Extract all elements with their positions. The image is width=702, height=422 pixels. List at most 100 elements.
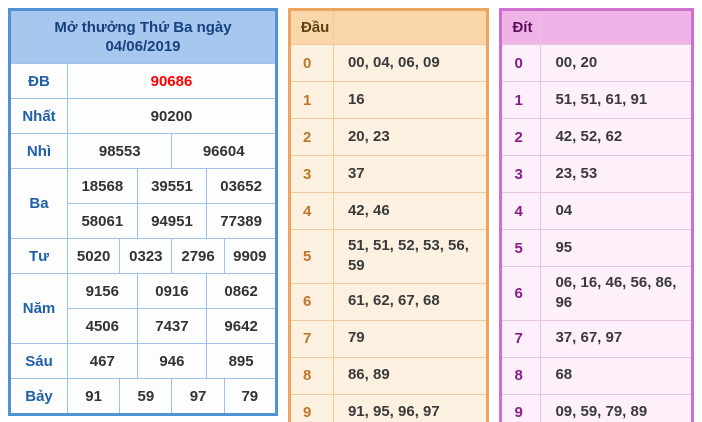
numbers-cell: 00, 04, 06, 09	[332, 44, 489, 82]
digit-cell: 6	[500, 266, 542, 321]
numbers-cell: 91, 95, 96, 97	[332, 393, 489, 422]
dit-table: Đít 0 00, 20 1 51, 51, 61, 91 2 42, 52, …	[499, 8, 694, 422]
dau-row: 1 16	[288, 81, 489, 119]
numbers-cell: 95	[540, 229, 693, 267]
dit-row: 4 04	[500, 192, 693, 230]
digit-cell: 2	[288, 118, 334, 156]
prize-row-label: Sáu	[9, 343, 68, 379]
prize-value: 467	[67, 343, 138, 379]
digit-cell: 8	[288, 356, 334, 395]
numbers-cell: 16	[332, 81, 489, 119]
prize-table-header-row: Mở thưởng Thứ Ba ngày 04/06/2019	[9, 9, 277, 64]
numbers-cell: 37	[332, 155, 489, 193]
digit-cell: 7	[500, 319, 542, 358]
dau-row: 2 20, 23	[288, 118, 489, 156]
dau-header-row: Đầu	[288, 9, 489, 45]
prize-value: 9156	[67, 273, 138, 309]
prize-row-label: Năm	[9, 273, 68, 344]
dau-row: 6 61, 62, 67, 68	[288, 282, 489, 321]
prize-row-tu: Tư 5020 0323 2796 9909	[9, 238, 277, 274]
title-line-2: 04/06/2019	[105, 38, 181, 55]
digit-cell: 3	[288, 155, 334, 193]
numbers-cell: 06, 16, 46, 56, 86, 96	[540, 266, 693, 321]
prize-value: 03652	[206, 168, 277, 204]
prize-value: 9642	[206, 308, 277, 344]
prize-value: 895	[206, 343, 277, 379]
dau-table: Đầu 0 00, 04, 06, 09 1 16 2 20, 23 3 37 …	[287, 8, 490, 422]
dau-row: 9 91, 95, 96, 97	[288, 393, 489, 422]
prize-row-label: Tư	[9, 238, 68, 274]
digit-cell: 9	[500, 393, 542, 422]
prize-value: 0862	[206, 273, 277, 309]
prize-value: 79	[223, 378, 277, 415]
digit-cell: 0	[288, 44, 334, 82]
dit-row: 1 51, 51, 61, 91	[500, 81, 693, 119]
numbers-cell: 04	[540, 192, 693, 230]
prize-row-label: Nhất	[9, 98, 68, 134]
dit-header-spacer	[540, 9, 693, 45]
dau-header-spacer	[332, 9, 489, 45]
prize-row-nam-1: Năm 9156 0916 0862	[9, 273, 277, 344]
dau-row: 3 37	[288, 155, 489, 193]
special-prize-value: 90686	[67, 63, 277, 99]
numbers-cell: 09, 59, 79, 89	[540, 393, 693, 422]
dit-row: 0 00, 20	[500, 44, 693, 82]
digit-cell: 0	[500, 44, 542, 82]
numbers-cell: 61, 62, 67, 68	[332, 282, 489, 321]
prize-value: 98553	[66, 133, 173, 169]
prize-row-nam-2: 4506 7437 9642	[10, 308, 277, 344]
digit-cell: 1	[288, 81, 334, 119]
dit-row: 3 23, 53	[500, 155, 693, 193]
dau-row: 4 42, 46	[288, 192, 489, 230]
numbers-cell: 20, 23	[332, 118, 489, 156]
prize-value: 946	[136, 343, 208, 379]
numbers-cell: 23, 53	[540, 155, 693, 193]
prize-row-label: Ba	[9, 168, 68, 239]
numbers-cell: 37, 67, 97	[540, 319, 693, 358]
numbers-cell: 42, 52, 62	[540, 118, 693, 156]
prize-row-bay: Bảy 91 59 97 79	[9, 378, 277, 415]
prize-value: 2796	[171, 238, 225, 274]
digit-cell: 4	[288, 192, 334, 230]
prize-row-nhi: Nhì 98553 96604	[9, 133, 277, 169]
numbers-cell: 79	[332, 319, 489, 358]
numbers-cell: 42, 46	[332, 192, 489, 230]
dau-header-label: Đầu	[288, 9, 334, 45]
dit-row: 2 42, 52, 62	[500, 118, 693, 156]
digit-cell: 8	[500, 356, 542, 395]
digit-cell: 5	[500, 229, 542, 267]
prize-value: 90200	[67, 98, 277, 134]
prize-value: 18568	[67, 168, 138, 204]
numbers-cell: 51, 51, 52, 53, 56, 59	[332, 229, 489, 284]
prize-value: 7437	[136, 308, 208, 344]
prize-row-ba-1: Ba 18568 39551 03652	[9, 168, 277, 239]
digit-cell: 5	[288, 229, 334, 284]
prize-table: Mở thưởng Thứ Ba ngày 04/06/2019 ĐB 9068…	[8, 8, 278, 416]
prize-value: 4506	[67, 308, 138, 344]
digit-cell: 9	[288, 393, 334, 422]
dit-row: 5 95	[500, 229, 693, 267]
dit-row: 9 09, 59, 79, 89	[500, 393, 693, 422]
dit-header-label: Đít	[500, 9, 542, 45]
prize-value: 94951	[136, 203, 208, 239]
numbers-cell: 00, 20	[540, 44, 693, 82]
prize-value: 58061	[67, 203, 138, 239]
dau-row: 8 86, 89	[288, 356, 489, 395]
digit-cell: 3	[500, 155, 542, 193]
prize-row-label: Nhì	[9, 133, 68, 169]
prize-value: 59	[119, 378, 173, 415]
digit-cell: 1	[500, 81, 542, 119]
digit-cell: 4	[500, 192, 542, 230]
prize-value: 39551	[136, 168, 208, 204]
prize-row-label: ĐB	[9, 63, 68, 99]
dau-row: 7 79	[288, 319, 489, 358]
numbers-cell: 51, 51, 61, 91	[540, 81, 693, 119]
dau-row: 0 00, 04, 06, 09	[288, 44, 489, 82]
prize-row-db: ĐB 90686	[9, 63, 277, 99]
dit-row: 8 68	[500, 356, 693, 395]
prize-row-sau: Sáu 467 946 895	[9, 343, 277, 379]
prize-value: 0916	[136, 273, 208, 309]
digit-cell: 2	[500, 118, 542, 156]
prize-value: 91	[66, 378, 121, 415]
